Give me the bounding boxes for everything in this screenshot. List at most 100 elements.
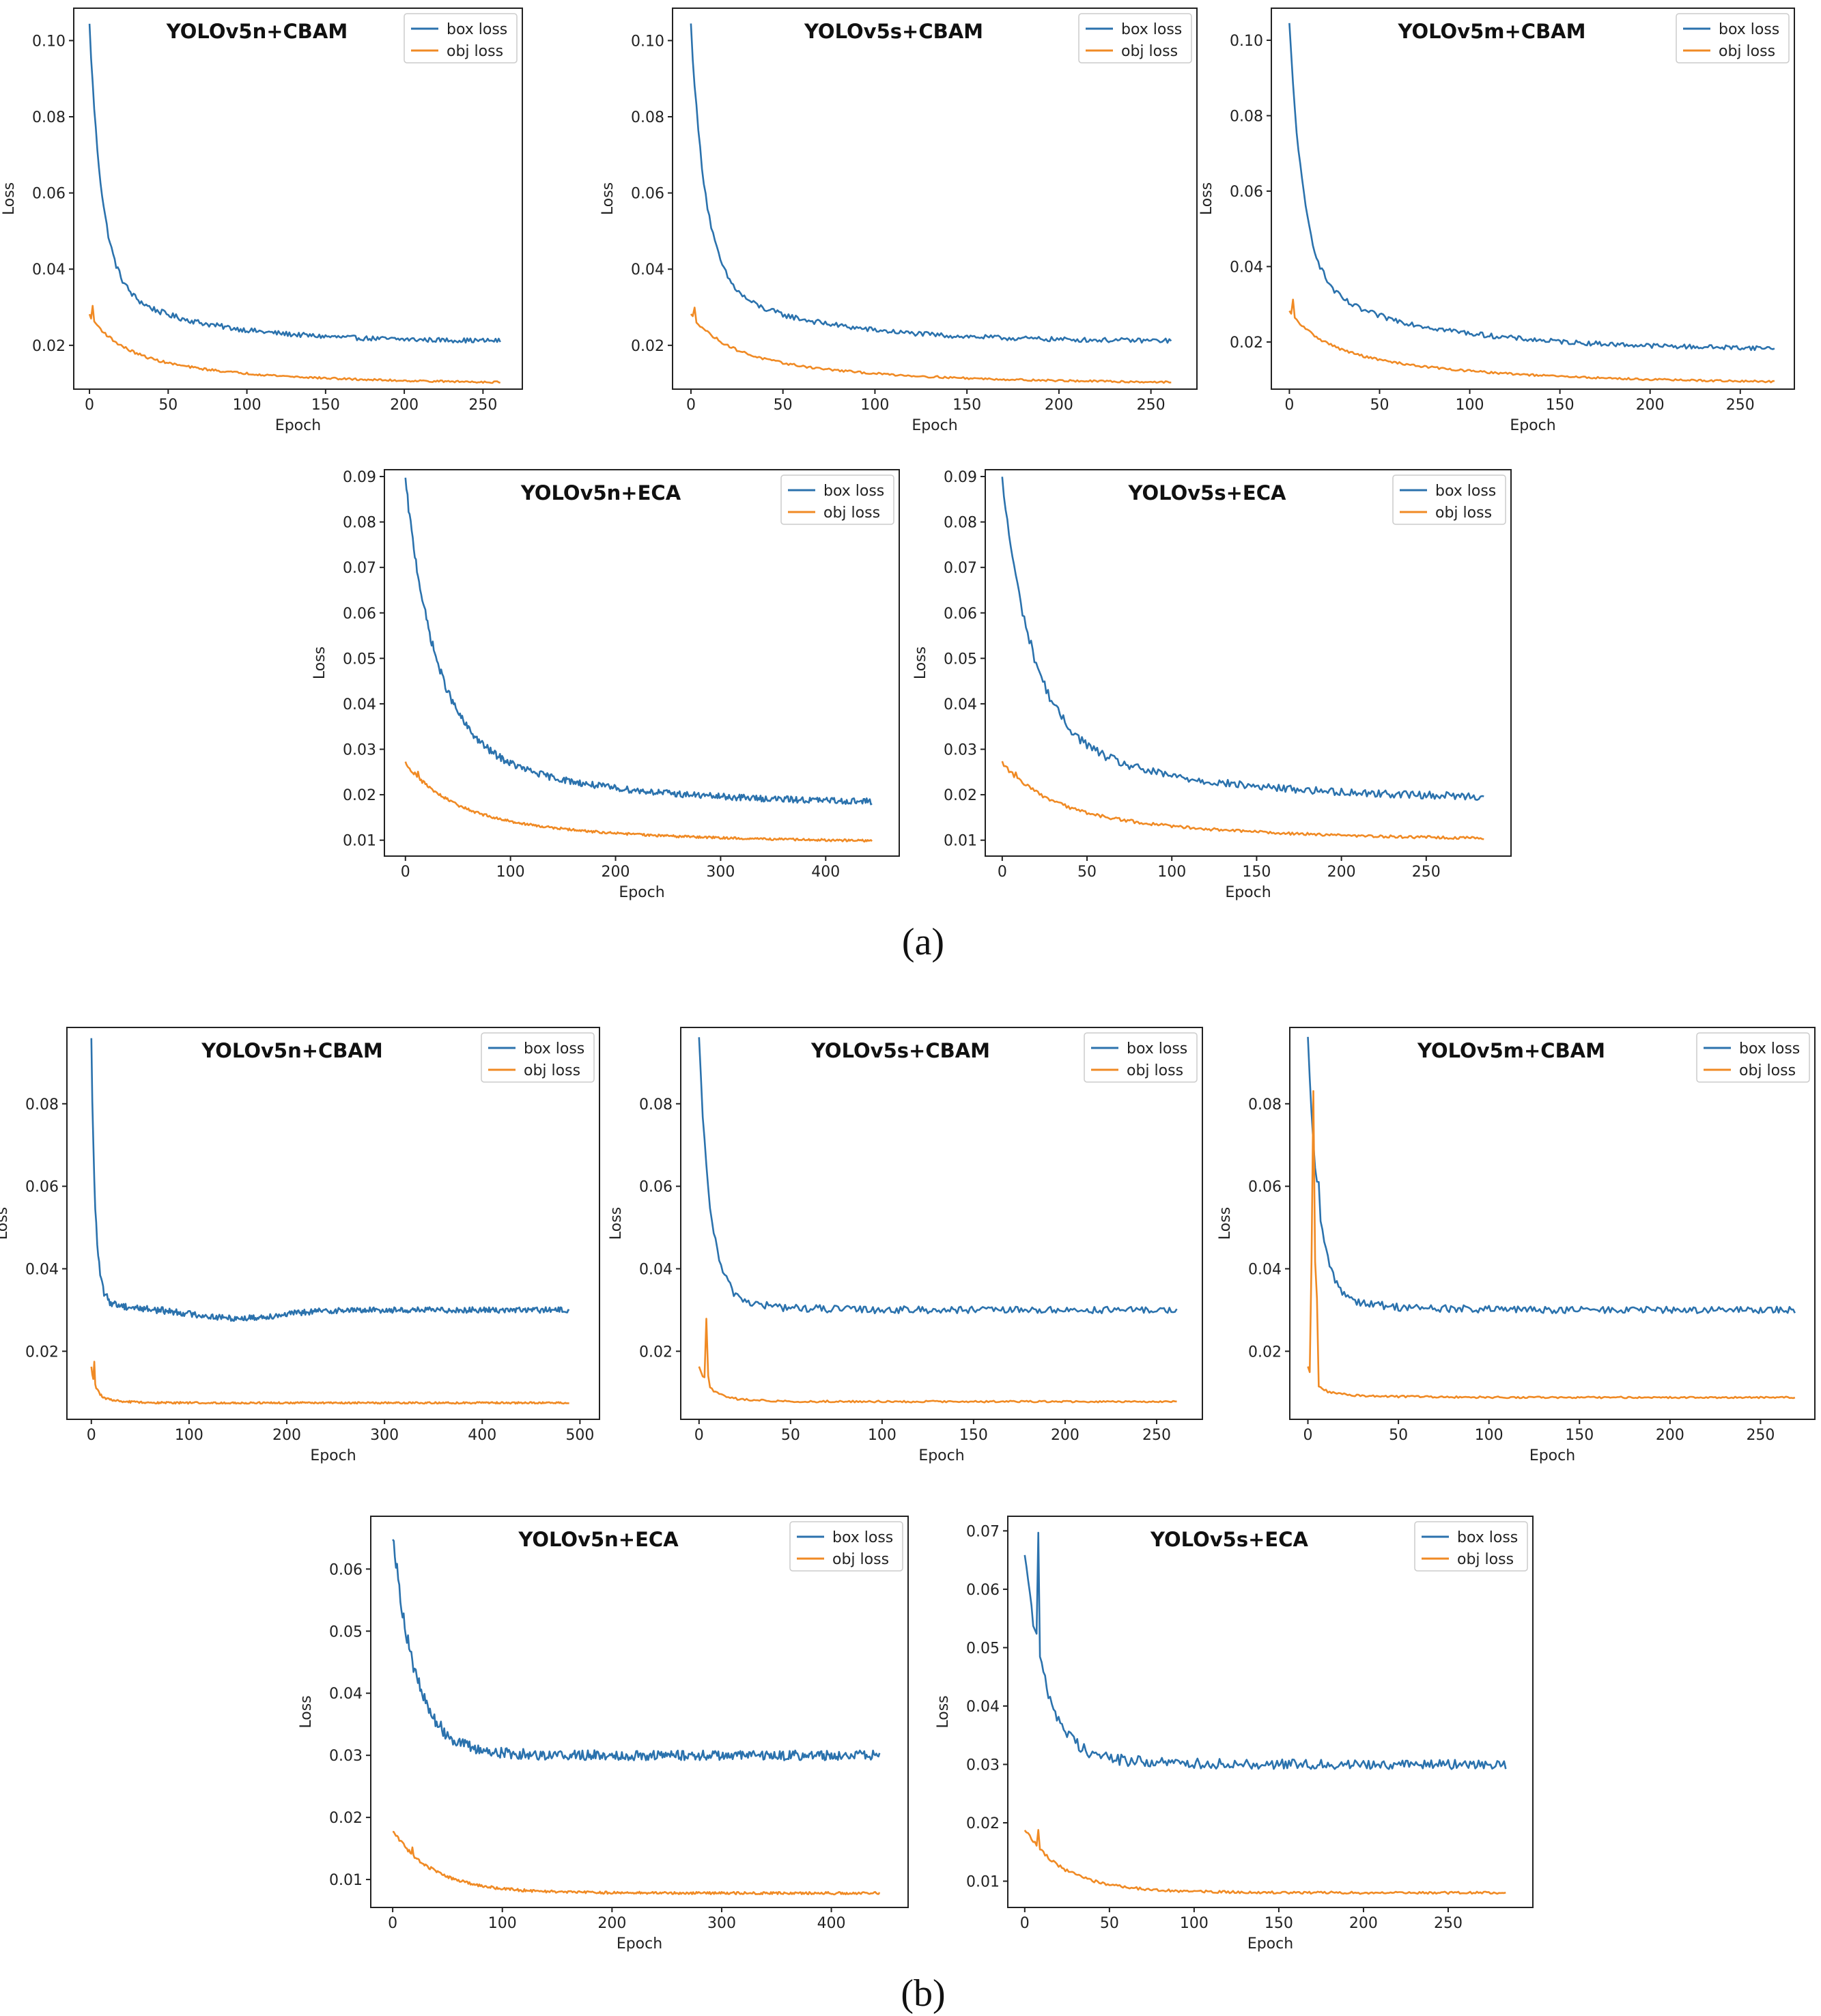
- x-tick-label: 250: [1434, 1915, 1463, 1932]
- plot-frame: [985, 469, 1512, 857]
- y-axis-label: Loss: [912, 647, 929, 679]
- x-tick-label: 200: [1051, 1427, 1079, 1444]
- legend: box loss obj loss: [1414, 1521, 1528, 1572]
- x-axis-label: Epoch: [310, 1447, 356, 1464]
- x-tick-label: 50: [1389, 1427, 1408, 1444]
- x-tick-label: 150: [311, 397, 340, 414]
- x-tick-label: 300: [706, 864, 735, 881]
- legend: box loss obj loss: [1084, 1032, 1198, 1083]
- x-axis-label: Epoch: [1225, 884, 1271, 901]
- series-line-box-loss: [690, 23, 1172, 344]
- chart-a3: 0 50 100 150 200 250 0.02 0.04 0.06 0.08 0.10 Epoch…: [1198, 8, 1795, 434]
- x-tick-label: 300: [370, 1427, 399, 1444]
- y-tick-label: 0.04: [966, 1699, 1000, 1716]
- y-tick-label: 0.06: [966, 1582, 1000, 1599]
- x-axis-label: Epoch: [1529, 1447, 1575, 1464]
- series-line-obj-loss: [404, 761, 873, 843]
- legend-label: obj loss: [832, 1551, 889, 1568]
- series-line-obj-loss: [88, 304, 501, 384]
- y-tick-label: 0.02: [1248, 1344, 1282, 1361]
- x-tick-label: 50: [781, 1427, 800, 1444]
- legend: box loss obj loss: [481, 1032, 595, 1083]
- y-axis-label: Loss: [311, 647, 328, 679]
- y-axis-label: Loss: [1198, 182, 1215, 215]
- legend-label: obj loss: [1719, 43, 1775, 60]
- legend-label: box loss: [524, 1040, 584, 1057]
- caption-a: (a): [902, 921, 944, 963]
- y-tick-label: 0.08: [944, 515, 977, 532]
- x-tick-label: 400: [811, 864, 840, 881]
- legend: box loss obj loss: [780, 474, 894, 525]
- y-tick-label: 0.06: [631, 186, 664, 203]
- y-axis-label: Loss: [608, 1207, 625, 1240]
- y-tick-label: 0.02: [639, 1344, 673, 1361]
- series-line-box-loss: [1001, 477, 1484, 801]
- x-tick-label: 150: [1546, 397, 1575, 414]
- x-tick-label: 100: [1456, 397, 1484, 414]
- y-tick-label: 0.06: [639, 1179, 673, 1196]
- x-axis-label: Epoch: [1247, 1935, 1293, 1953]
- y-tick-label: 0.03: [966, 1757, 1000, 1774]
- y-tick-label: 0.08: [32, 109, 66, 126]
- series-line-obj-loss: [392, 1830, 881, 1896]
- chart-b5: 0 50 100 150 200 250 0.01 0.02 0.03 0.04 0.05 0.06 0…: [935, 1516, 1534, 1953]
- legend-label: box loss: [823, 483, 884, 500]
- legend-label: box loss: [1435, 483, 1496, 500]
- legend-label: box loss: [832, 1529, 893, 1546]
- y-tick-label: 0.06: [329, 1561, 363, 1578]
- y-tick-label: 0.02: [343, 787, 376, 804]
- series-line-obj-loss: [1024, 1829, 1506, 1895]
- y-tick-label: 0.05: [966, 1640, 1000, 1657]
- x-tick-label: 0: [686, 397, 696, 414]
- x-tick-label: 0: [998, 864, 1007, 881]
- x-tick-label: 50: [774, 397, 793, 414]
- legend-label: obj loss: [1435, 505, 1492, 522]
- legend: box loss obj loss: [1078, 13, 1192, 63]
- x-tick-label: 200: [1045, 397, 1073, 414]
- x-tick-label: 0: [87, 1427, 96, 1444]
- x-tick-label: 100: [1157, 864, 1186, 881]
- chart-a5: 0 50 100 150 200 250 0.01 0.02 0.03 0.04 0.05 0.06 0…: [912, 469, 1512, 901]
- x-tick-label: 100: [488, 1915, 517, 1932]
- x-tick-label: 0: [85, 397, 94, 414]
- x-tick-label: 0: [1020, 1915, 1030, 1932]
- x-tick-label: 50: [1077, 864, 1097, 881]
- series-line-obj-loss: [690, 307, 1172, 384]
- y-tick-label: 0.01: [343, 833, 376, 850]
- y-tick-label: 0.04: [32, 261, 66, 279]
- y-axis-label: Loss: [1217, 1207, 1234, 1240]
- series-line-box-loss: [392, 1539, 881, 1761]
- x-tick-label: 150: [1565, 1427, 1594, 1444]
- y-tick-label: 0.04: [343, 696, 376, 713]
- y-tick-label: 0.05: [329, 1623, 363, 1641]
- legend-label: box loss: [1121, 21, 1182, 38]
- chart-b2: 0 50 100 150 200 250 0.02 0.04 0.06 0.08 Epoch Loss…: [608, 1027, 1203, 1464]
- y-tick-label: 0.06: [944, 606, 977, 623]
- series-line-box-loss: [404, 477, 873, 806]
- y-tick-label: 0.09: [343, 469, 376, 486]
- x-tick-label: 50: [158, 397, 178, 414]
- series-line-box-loss: [88, 23, 501, 344]
- legend-label: box loss: [1739, 1040, 1800, 1057]
- y-tick-label: 0.08: [639, 1096, 673, 1113]
- y-tick-label: 0.03: [343, 742, 376, 759]
- chart-title: YOLOv5s+ECA: [1128, 481, 1286, 505]
- series-line-box-loss: [1288, 23, 1775, 352]
- x-tick-label: 0: [694, 1427, 704, 1444]
- y-tick-label: 0.04: [1230, 259, 1263, 276]
- plot-frame: [1007, 1516, 1534, 1908]
- chart-title: YOLOv5n+ECA: [518, 1528, 679, 1551]
- y-tick-label: 0.10: [32, 33, 66, 50]
- y-tick-label: 0.04: [1248, 1261, 1282, 1278]
- y-tick-label: 0.02: [944, 787, 977, 804]
- x-tick-label: 250: [1137, 397, 1166, 414]
- x-tick-label: 0: [388, 1915, 397, 1932]
- plot-frame: [672, 8, 1198, 390]
- y-axis-label: Loss: [0, 1207, 11, 1240]
- x-tick-label: 250: [468, 397, 497, 414]
- chart-a4: 0 100 200 300 400 0.01 0.02 0.03 0.04 0.05 0.06 0.0…: [311, 469, 900, 901]
- x-tick-label: 200: [602, 864, 630, 881]
- y-tick-label: 0.08: [343, 515, 376, 532]
- y-tick-label: 0.06: [25, 1179, 59, 1196]
